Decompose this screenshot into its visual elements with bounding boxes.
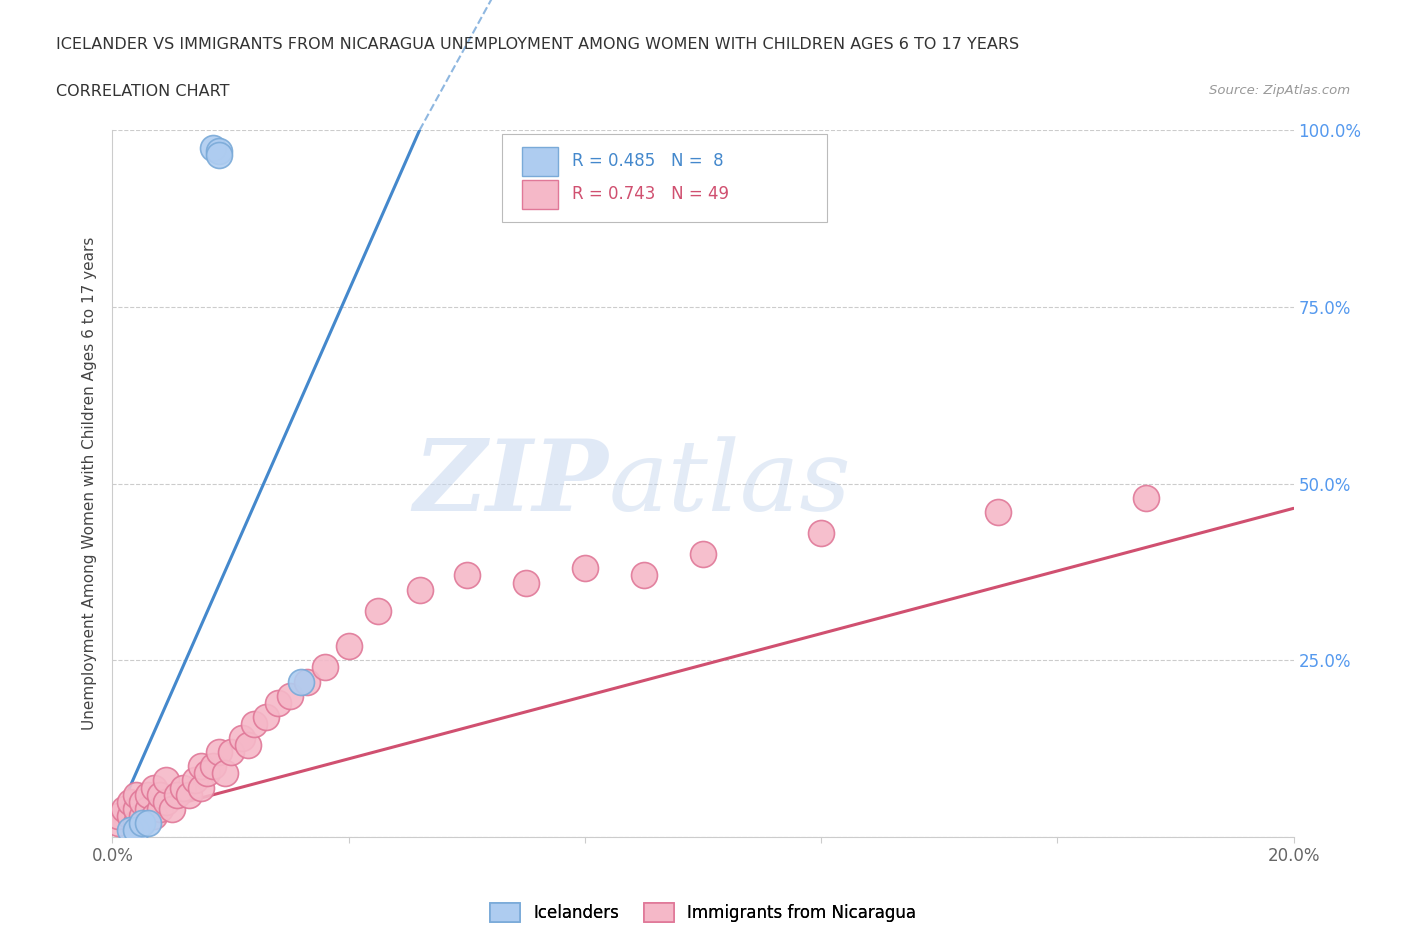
Point (408, 582, 430, 597)
Point (136, 802, 159, 817)
FancyBboxPatch shape (502, 134, 827, 222)
Point (208, 745, 231, 760)
Legend: Icelanders, Immigrants from Nicaragua: Icelanders, Immigrants from Nicaragua (481, 895, 925, 930)
Point (201, 140, 224, 155)
Text: atlas: atlas (609, 436, 851, 531)
Point (179, 787, 201, 802)
Point (142, 780, 165, 795)
Point (231, 731, 253, 746)
Text: ZIP: ZIP (413, 435, 609, 532)
Point (125, 787, 148, 802)
Point (131, 794, 153, 809)
Point (149, 802, 172, 817)
Point (184, 773, 207, 788)
Text: R = 0.743   N = 49: R = 0.743 N = 49 (572, 185, 728, 204)
Point (136, 787, 159, 802)
Point (367, 604, 389, 618)
Point (214, 766, 236, 781)
Text: CORRELATION CHART: CORRELATION CHART (56, 84, 229, 99)
Point (278, 688, 301, 703)
Point (125, 822, 148, 837)
Point (208, 144, 231, 159)
Point (160, 802, 183, 817)
Point (810, 525, 832, 540)
Point (125, 816, 148, 830)
Point (987, 504, 1010, 519)
Point (254, 710, 277, 724)
Point (692, 547, 714, 562)
Point (515, 575, 537, 590)
Point (238, 737, 260, 752)
Point (120, 808, 142, 823)
Point (314, 660, 336, 675)
Point (120, 822, 142, 837)
Point (456, 568, 478, 583)
Point (131, 808, 153, 823)
FancyBboxPatch shape (522, 147, 558, 176)
Point (125, 802, 148, 817)
Point (297, 674, 319, 689)
Point (574, 561, 596, 576)
FancyBboxPatch shape (522, 179, 558, 209)
Point (107, 816, 129, 830)
Point (131, 816, 153, 830)
Point (219, 745, 242, 760)
Point (107, 808, 129, 823)
Text: Source: ZipAtlas.com: Source: ZipAtlas.com (1209, 84, 1350, 97)
Point (120, 794, 142, 809)
Point (201, 759, 224, 774)
Point (149, 787, 172, 802)
Point (195, 766, 218, 781)
Point (190, 759, 212, 774)
Text: R = 0.485   N =  8: R = 0.485 N = 8 (572, 153, 724, 170)
Point (337, 639, 360, 654)
Point (1135, 490, 1157, 505)
Point (290, 674, 312, 689)
Point (155, 773, 177, 788)
Point (136, 816, 159, 830)
Point (190, 780, 212, 795)
Y-axis label: Unemployment Among Women with Children Ages 6 to 17 years: Unemployment Among Women with Children A… (82, 237, 97, 730)
Point (267, 696, 290, 711)
Point (172, 780, 194, 795)
Point (208, 148, 231, 163)
Point (142, 808, 165, 823)
Point (166, 787, 188, 802)
Text: ICELANDER VS IMMIGRANTS FROM NICARAGUA UNEMPLOYMENT AMONG WOMEN WITH CHILDREN AG: ICELANDER VS IMMIGRANTS FROM NICARAGUA U… (56, 37, 1019, 52)
Point (243, 716, 266, 731)
Point (155, 794, 177, 809)
Point (112, 802, 135, 817)
Point (633, 568, 655, 583)
